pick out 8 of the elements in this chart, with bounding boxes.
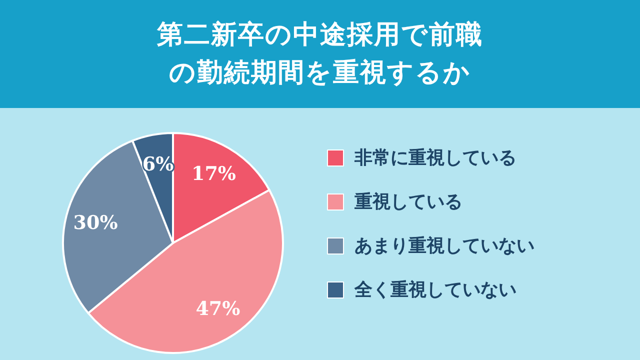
legend-label: あまり重視していない: [354, 236, 534, 256]
legend-label: 非常に重視している: [354, 148, 516, 168]
legend-label: 重視している: [354, 192, 462, 212]
data-label: 30%: [73, 212, 118, 234]
legend-label: 全く重視していない: [354, 280, 516, 300]
data-label: 17%: [191, 163, 236, 186]
chart-title: 第二新卒の中途採用で前職の勤続期間を重視するか: [156, 19, 484, 90]
data-label: 47%: [196, 298, 240, 320]
